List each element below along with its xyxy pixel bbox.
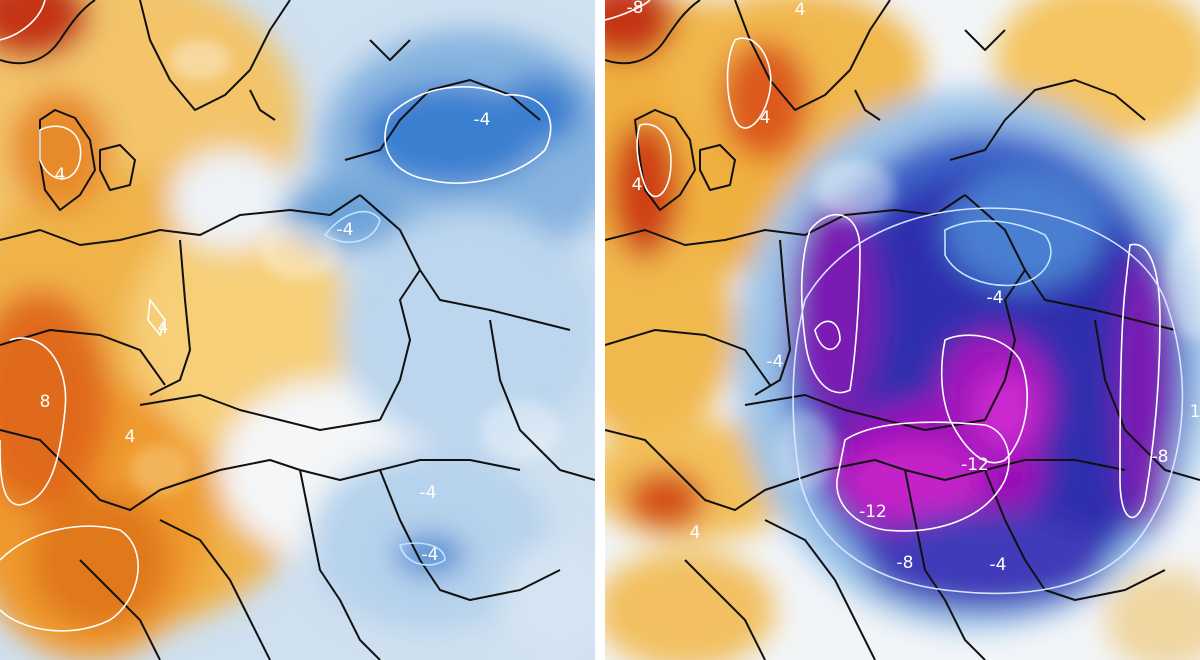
right-contours <box>605 0 1184 595</box>
left-contour-label: 4 <box>125 427 136 447</box>
right-map-svg: -8 4 4 -4 -4 -12 -12 -8 -8 -4 4 4 -4 1 <box>605 0 1200 660</box>
right-country-borders <box>605 0 1200 660</box>
right-contour-label: -4 <box>767 352 784 372</box>
right-contour-label: -12 <box>961 455 989 475</box>
left-contour-label: 8 <box>40 392 51 412</box>
left-contour-label: -4 <box>422 545 439 565</box>
left-contour-labels: -4 -4 -4 -4 -4 4 4 4 8 4 <box>40 110 491 565</box>
right-contour-label: 4 <box>632 175 643 195</box>
right-contour-label: 4 <box>690 523 701 543</box>
right-contour-label: -8 <box>1152 447 1169 467</box>
left-anomaly-field <box>0 0 595 660</box>
left-contours <box>0 0 552 632</box>
right-contour-labels: -8 4 4 -4 -4 -12 -12 -8 -8 -4 4 4 -4 1 <box>627 0 1200 575</box>
right-contour-label: -8 <box>897 553 914 573</box>
left-contour-label: 4 <box>55 165 66 185</box>
left-contour-label: -4 <box>337 220 354 240</box>
right-field-texture <box>775 160 1200 490</box>
right-contour-label: -4 <box>990 555 1007 575</box>
left-contour-label: -4 <box>474 110 491 130</box>
left-contour-label: 4 <box>158 318 169 338</box>
right-contour-label: -8 <box>627 0 644 18</box>
right-contour-label: 1 <box>1190 402 1200 422</box>
panel-divider <box>595 0 605 660</box>
right-contour-label: -4 <box>987 288 1004 308</box>
right-anomaly-map: -8 4 4 -4 -4 -12 -12 -8 -8 -4 4 4 -4 1 <box>605 0 1200 660</box>
right-anomaly-field <box>605 0 1200 660</box>
left-contour-label: -4 <box>420 483 437 503</box>
right-contour-label: 4 <box>760 108 771 128</box>
right-contour-label: 4 <box>795 0 806 20</box>
right-contour-label: -12 <box>859 502 887 522</box>
left-map-svg: -4 -4 -4 -4 -4 4 4 4 8 4 <box>0 0 595 660</box>
left-anomaly-map: -4 -4 -4 -4 -4 4 4 4 8 4 <box>0 0 595 660</box>
